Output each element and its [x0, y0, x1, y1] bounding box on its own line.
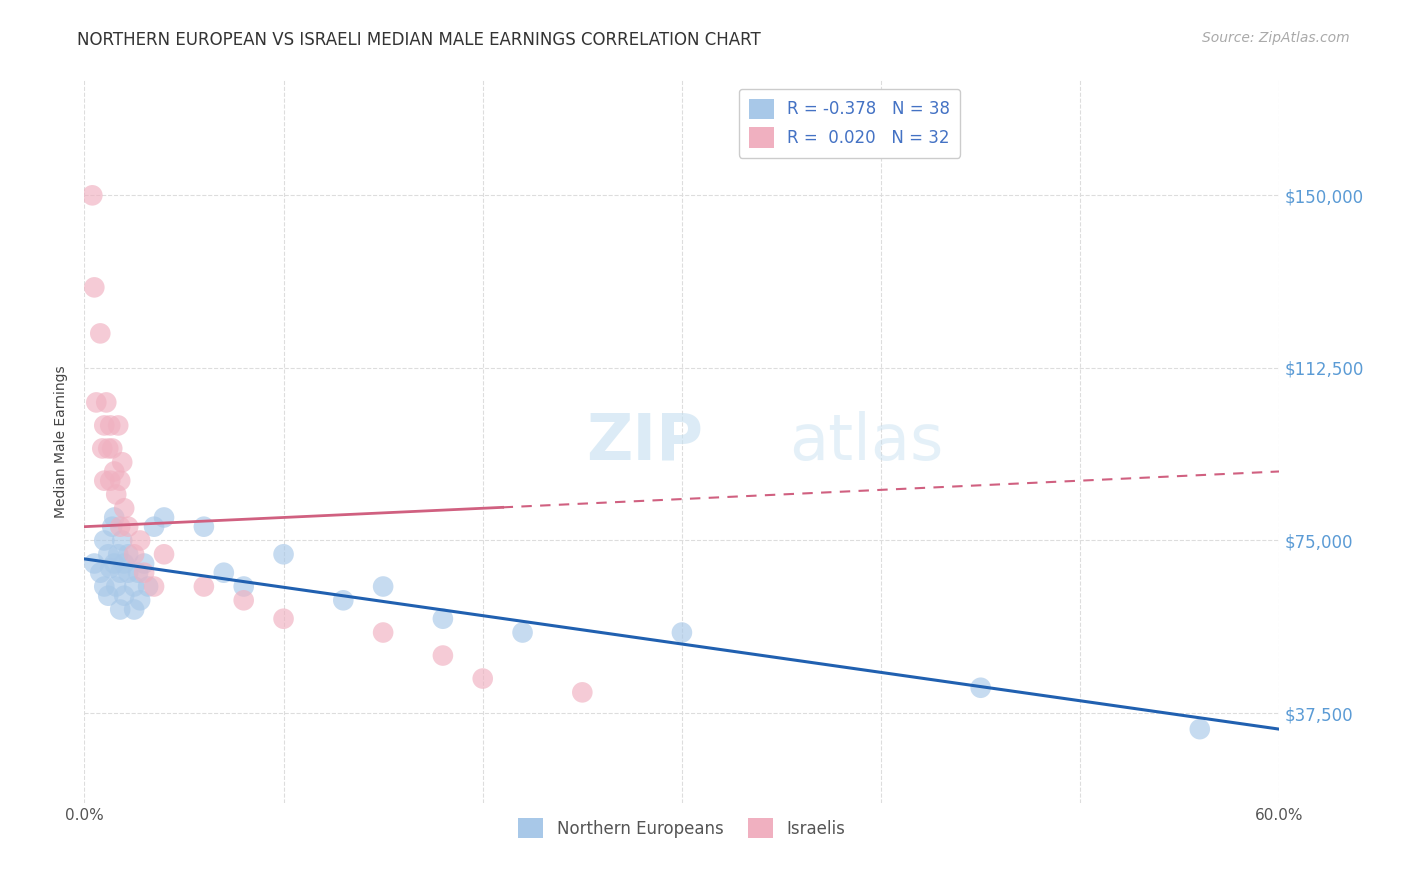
Point [101, 442, 124, 456]
Point [117, 519, 139, 533]
Point [110, 519, 132, 533]
Point [112, 589, 135, 603]
Point [97, 589, 120, 603]
Point [98, 474, 121, 488]
Point [122, 547, 145, 561]
Point [193, 519, 215, 533]
Point [111, 455, 134, 469]
Y-axis label: Median Male Earnings: Median Male Earnings [55, 365, 69, 518]
Point [432, 648, 454, 663]
Point [153, 510, 176, 524]
Point [89, 566, 111, 580]
Text: atlas: atlas [790, 410, 943, 473]
Point [143, 519, 166, 533]
Point [117, 547, 139, 561]
Point [103, 465, 125, 479]
Point [105, 580, 128, 594]
Point [232, 580, 254, 594]
Point [212, 566, 235, 580]
Point [122, 580, 145, 594]
Point [136, 580, 159, 594]
Point [129, 593, 152, 607]
Point [132, 557, 156, 571]
Point [132, 566, 156, 580]
Point [112, 557, 135, 571]
Point [110, 566, 132, 580]
Point [82, 188, 104, 202]
Point [112, 501, 135, 516]
Point [83, 280, 105, 294]
Point [373, 625, 395, 640]
Point [471, 672, 494, 686]
Point [98, 561, 121, 575]
Point [97, 547, 120, 561]
Point [93, 474, 115, 488]
Point [107, 418, 129, 433]
Point [1188, 722, 1211, 736]
Point [273, 612, 295, 626]
Point [512, 625, 534, 640]
Point [332, 593, 354, 607]
Point [107, 547, 129, 561]
Point [232, 593, 254, 607]
Point [970, 681, 993, 695]
Point [96, 395, 118, 409]
Point [93, 580, 115, 594]
Point [117, 566, 139, 580]
Point [103, 557, 125, 571]
Point [105, 487, 128, 501]
Text: NORTHERN EUROPEAN VS ISRAELI MEDIAN MALE EARNINGS CORRELATION CHART: NORTHERN EUROPEAN VS ISRAELI MEDIAN MALE… [77, 31, 761, 49]
Point [432, 612, 454, 626]
Text: ZIP: ZIP [586, 410, 703, 473]
Point [98, 418, 121, 433]
Point [83, 557, 105, 571]
Point [273, 547, 295, 561]
Point [101, 519, 124, 533]
Point [373, 580, 395, 594]
Point [110, 602, 132, 616]
Point [93, 418, 115, 433]
Point [571, 685, 593, 699]
Point [103, 510, 125, 524]
Point [143, 580, 166, 594]
Point [671, 625, 693, 640]
Point [111, 533, 134, 548]
Point [110, 474, 132, 488]
Point [122, 602, 145, 616]
Point [193, 580, 215, 594]
Point [89, 326, 111, 341]
Point [127, 566, 149, 580]
Point [153, 547, 176, 561]
Point [97, 442, 120, 456]
Legend: Northern Europeans, Israelis: Northern Europeans, Israelis [512, 812, 852, 845]
Text: Source: ZipAtlas.com: Source: ZipAtlas.com [1202, 31, 1350, 45]
Point [129, 533, 152, 548]
Point [86, 395, 108, 409]
Point [93, 533, 115, 548]
Point [91, 442, 114, 456]
